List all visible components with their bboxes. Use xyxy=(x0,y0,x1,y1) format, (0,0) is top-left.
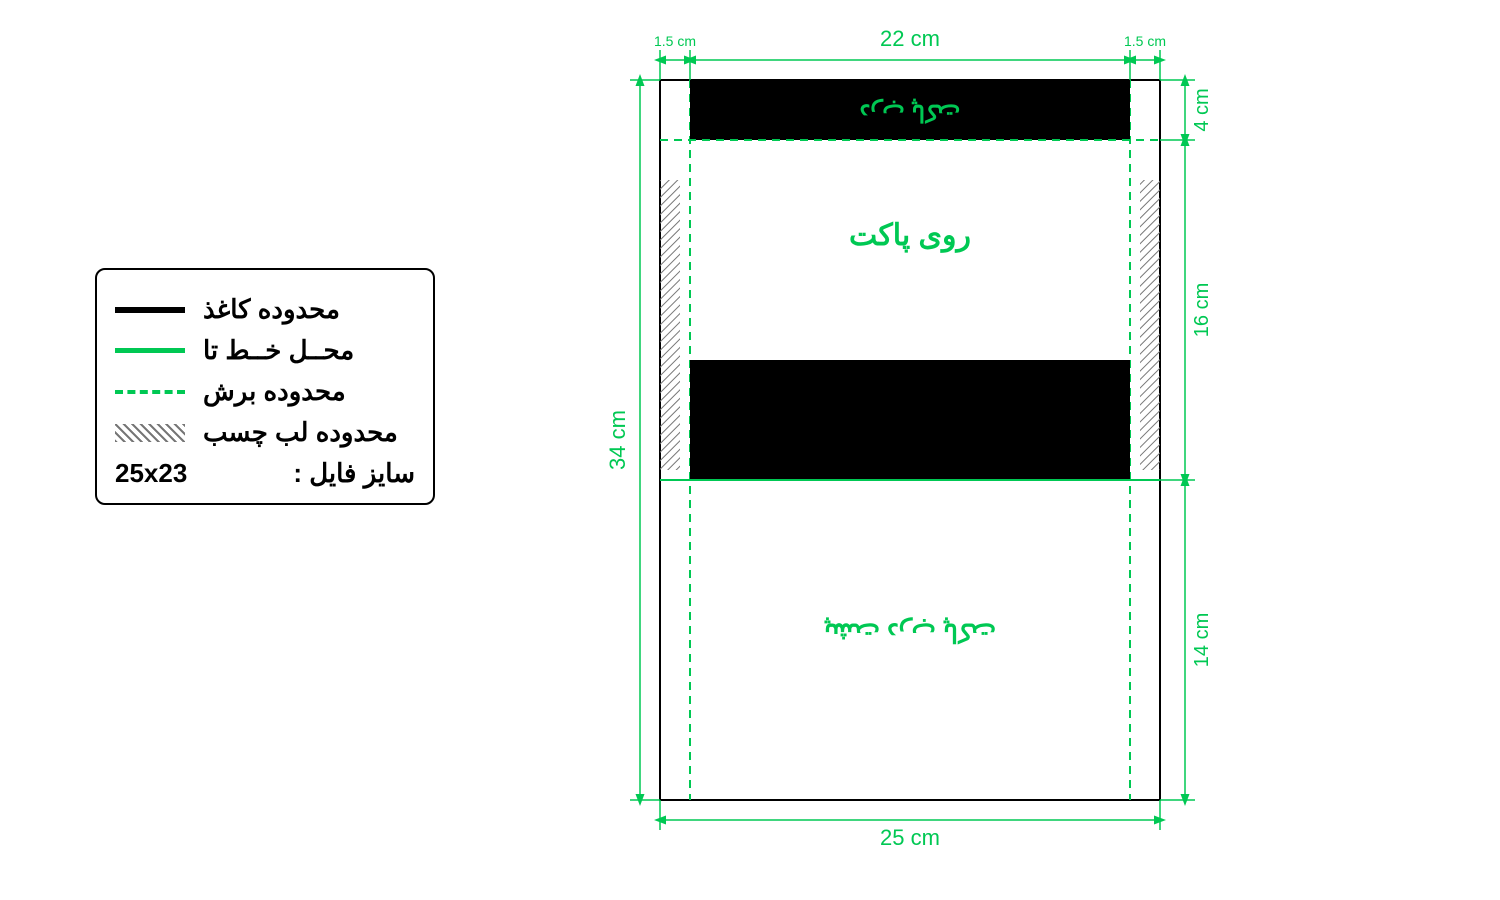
swatch-hatch xyxy=(115,424,185,442)
swatch-solid-black xyxy=(115,307,185,313)
dim-right-group xyxy=(1160,80,1195,800)
legend-box: محدوده کاغذ محــل خــط تا محدوده برش محد… xyxy=(95,268,435,505)
swatch-dashed-green xyxy=(115,390,185,394)
dim-top-center: 22 cm xyxy=(880,26,940,51)
glue-strip-right xyxy=(1140,180,1160,470)
legend-label-cut: محدوده برش xyxy=(203,376,346,407)
legend-label-glue: محدوده لب چسب xyxy=(203,417,398,448)
label-front: روی پاکت xyxy=(849,219,971,254)
legend-file-size-label: سایز فایل : xyxy=(293,458,415,489)
dim-top-left: 1.5 cm xyxy=(654,33,696,49)
dim-bottom: 25 cm xyxy=(880,825,940,850)
legend-file-size-value: 25x23 xyxy=(115,458,187,489)
label-back-flap: پشت درب پاکت xyxy=(824,617,996,648)
dim-left-group xyxy=(630,80,660,800)
dim-top-right: 1.5 cm xyxy=(1124,33,1166,49)
legend-row-paper: محدوده کاغذ xyxy=(115,294,415,325)
dim-right-1: 16 cm xyxy=(1191,283,1213,337)
legend-row-fold: محــل خــط تا xyxy=(115,335,415,366)
legend-row-cut: محدوده برش xyxy=(115,376,415,407)
glue-strip-left xyxy=(660,180,680,470)
middle-black-strip xyxy=(690,360,1130,480)
legend-row-glue: محدوده لب چسب xyxy=(115,417,415,448)
legend-file-size-row: سایز فایل : 25x23 xyxy=(115,458,415,489)
swatch-solid-green xyxy=(115,348,185,353)
dim-left: 34 cm xyxy=(605,410,630,470)
legend-label-fold: محــل خــط تا xyxy=(203,335,354,366)
legend-label-paper: محدوده کاغذ xyxy=(203,294,340,325)
dim-right-2: 14 cm xyxy=(1191,613,1213,667)
label-flap: درب پاکت xyxy=(860,98,961,126)
dim-top-group xyxy=(660,50,1160,80)
dim-right-0: 4 cm xyxy=(1191,88,1213,131)
